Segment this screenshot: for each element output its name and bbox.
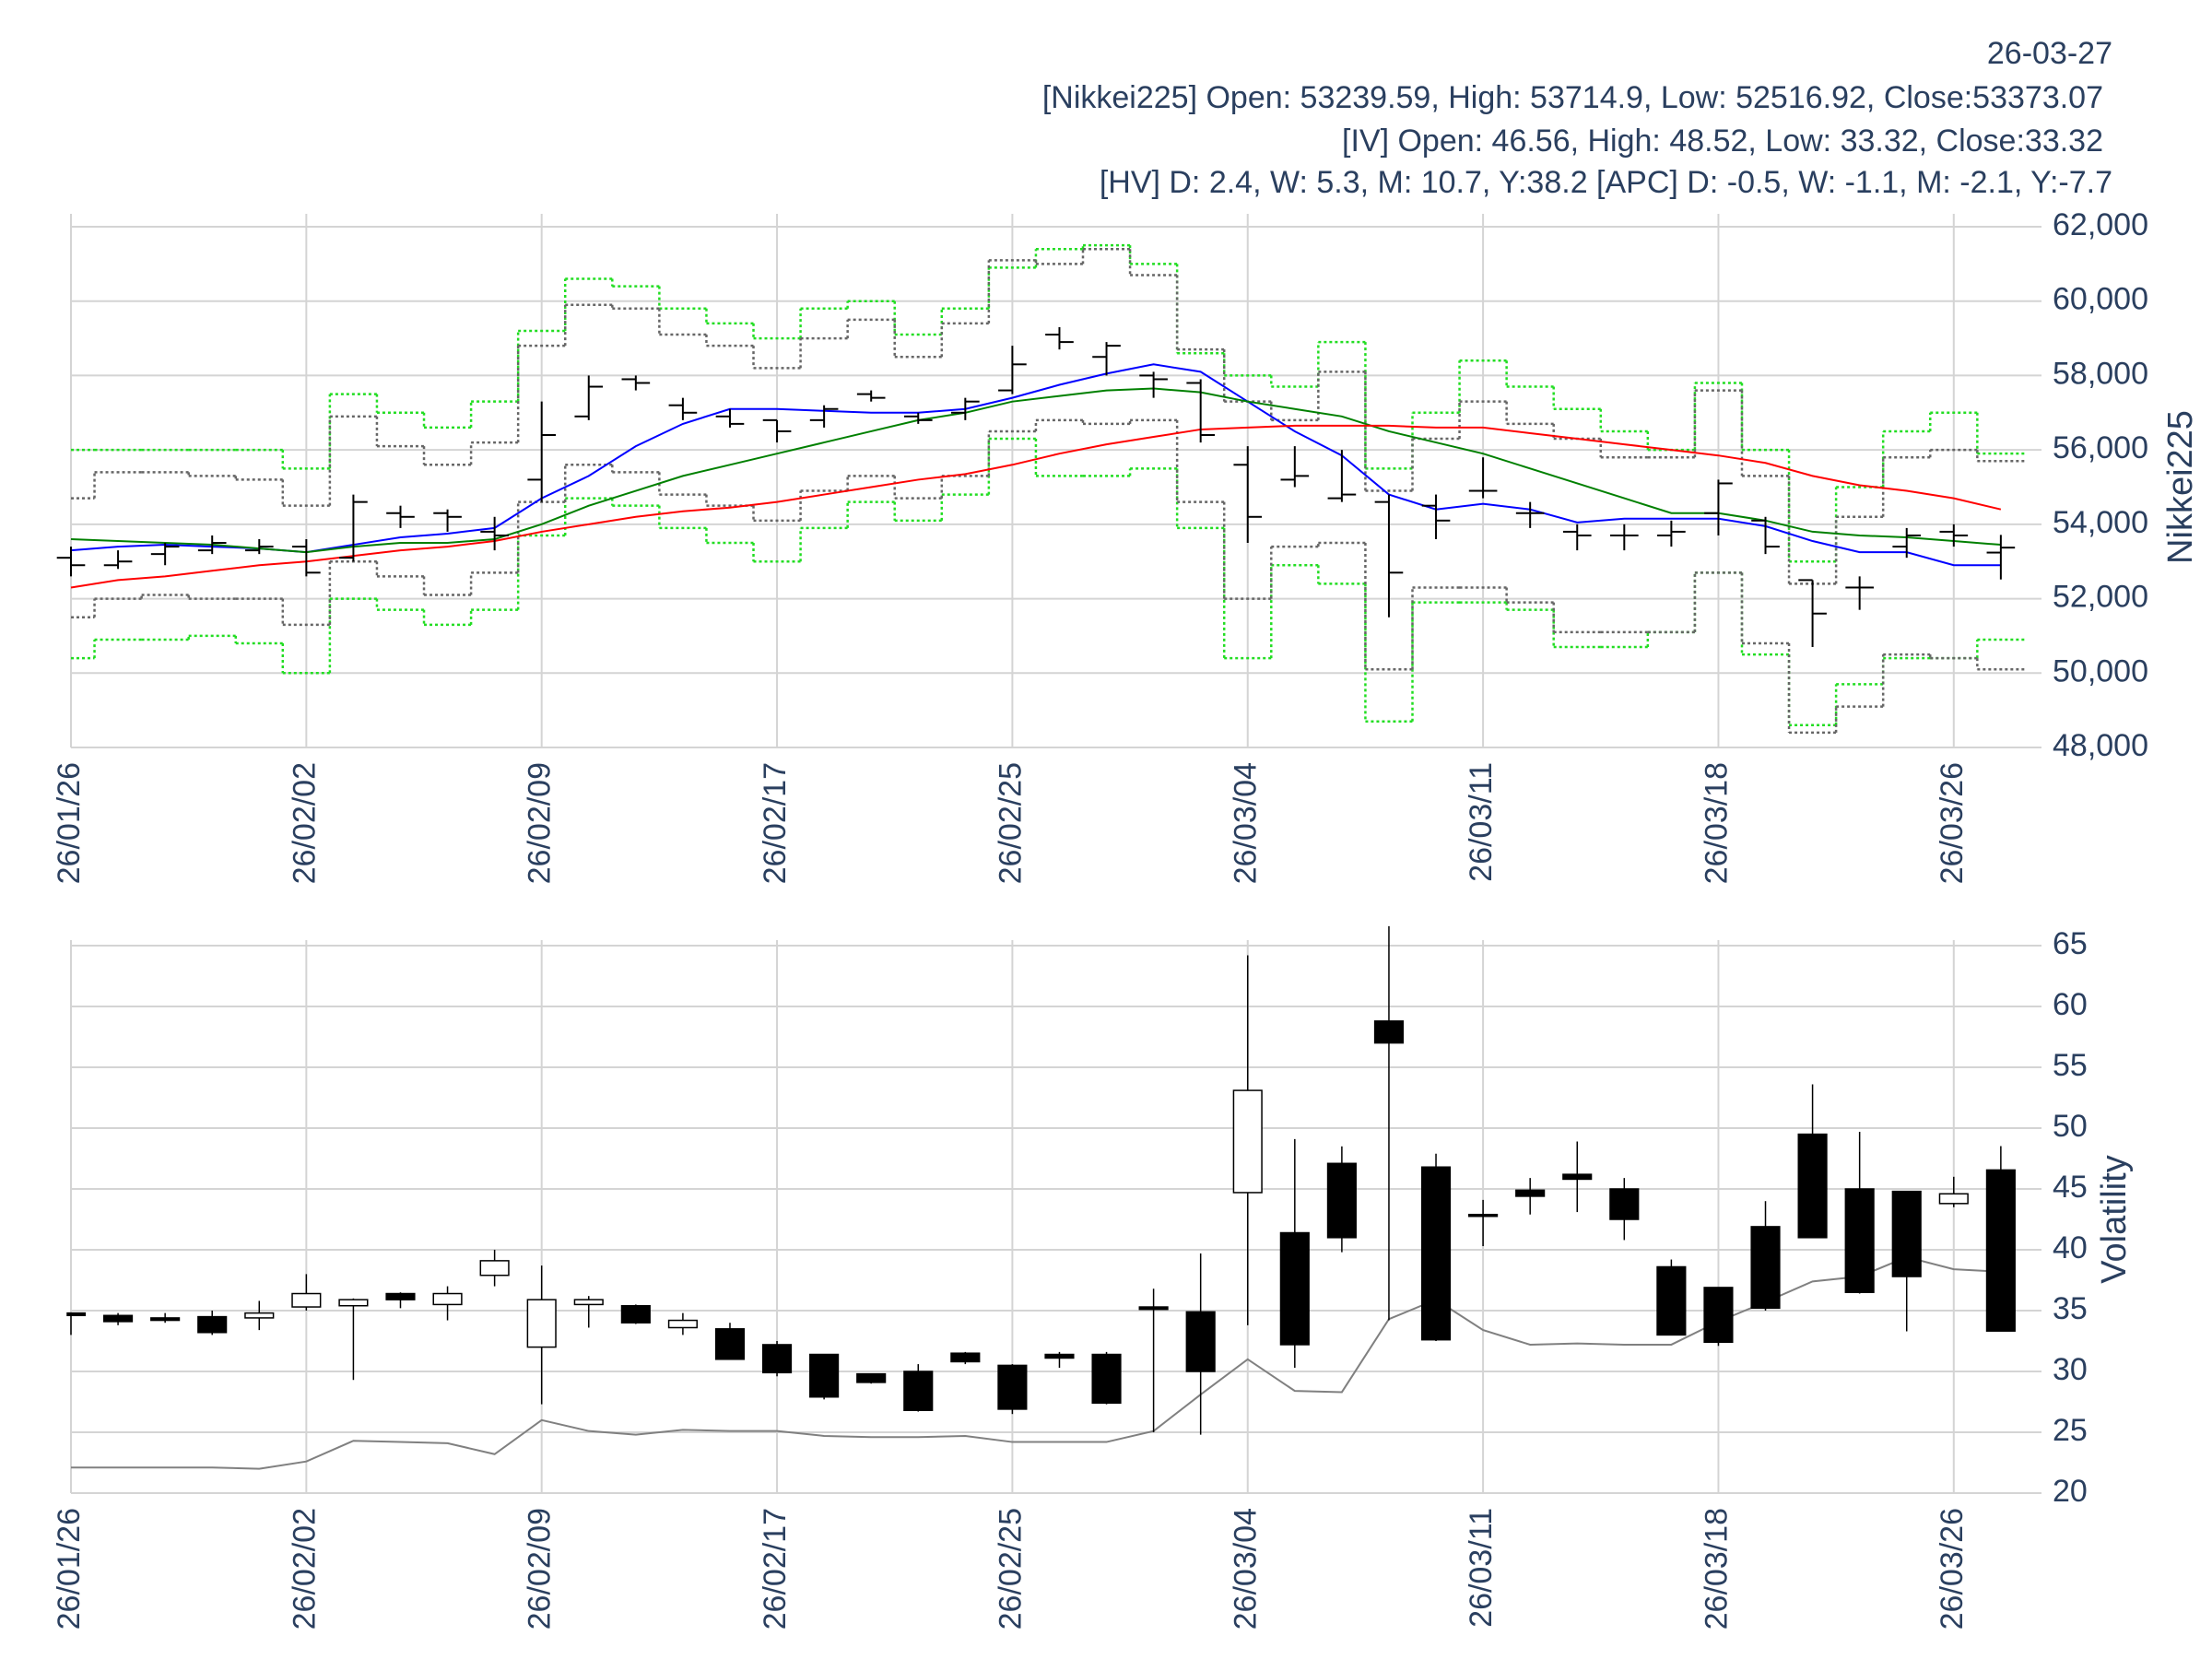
- candle-body: [903, 1371, 934, 1411]
- x-tick-label: 26/03/11: [1464, 762, 1499, 882]
- y-tick-label: 50,000: [2053, 653, 2148, 688]
- candle-body: [1562, 1173, 1593, 1181]
- y-tick-label: 45: [2053, 1170, 2088, 1205]
- y-tick-label: 60,000: [2053, 282, 2148, 317]
- candle-body: [997, 1364, 1028, 1410]
- candle-body: [1185, 1311, 1216, 1372]
- y-tick-label: 52,000: [2053, 580, 2148, 615]
- candle-body: [1656, 1265, 1687, 1336]
- x-tick-label: 26/02/02: [287, 1508, 322, 1630]
- candle-body: [1468, 1213, 1499, 1218]
- candle-body: [1797, 1133, 1828, 1239]
- candle-body: [950, 1352, 981, 1363]
- candle-body: [432, 1292, 463, 1306]
- candle-body: [1232, 1089, 1263, 1194]
- candle-body: [66, 1312, 87, 1317]
- x-tick-label: 26/03/26: [1935, 1508, 1970, 1630]
- x-tick-label: 26/03/18: [1699, 1508, 1734, 1630]
- y-tick-label: 54,000: [2053, 505, 2148, 540]
- candle-body: [244, 1312, 275, 1319]
- x-tick-label: 26/03/11: [1464, 1508, 1499, 1628]
- x-tick-label: 26/01/26: [52, 762, 87, 884]
- y-tick-label: 25: [2053, 1413, 2088, 1448]
- y-tick-label: 50: [2053, 1109, 2088, 1144]
- x-tick-label: 26/02/17: [758, 1508, 793, 1630]
- y-axis-label: Volatility: [2095, 1155, 2134, 1283]
- y-tick-label: 20: [2053, 1474, 2088, 1509]
- candle-body: [809, 1353, 840, 1398]
- x-tick-label: 26/02/25: [993, 1508, 1028, 1630]
- header-iv: [IV] Open: 46.56, High: 48.52, Low: 33.3…: [1342, 124, 2103, 159]
- candle-body: [1891, 1190, 1922, 1277]
- x-tick-label: 26/02/09: [523, 762, 558, 884]
- y-tick-label: 30: [2053, 1352, 2088, 1387]
- candle-body: [526, 1299, 557, 1348]
- x-tick-label: 26/03/18: [1699, 762, 1734, 884]
- candle-body: [291, 1292, 322, 1308]
- x-tick-label: 26/03/04: [1229, 1508, 1264, 1630]
- candle-body: [1138, 1306, 1169, 1311]
- x-tick-label: 26/02/09: [523, 1508, 558, 1630]
- header-date: 26-03-27: [1987, 36, 2112, 71]
- candle-body: [1420, 1166, 1452, 1341]
- moving-average: [70, 363, 2001, 567]
- y-axis-label: Nikkei225: [2161, 410, 2200, 564]
- y-tick-label: 62,000: [2053, 207, 2148, 242]
- x-tick-label: 26/02/02: [287, 762, 322, 884]
- candle-body: [620, 1304, 651, 1324]
- y-tick-label: 48,000: [2053, 728, 2148, 763]
- candle-body: [1326, 1162, 1357, 1239]
- candle-body: [1044, 1353, 1075, 1359]
- y-tick-label: 56,000: [2053, 430, 2148, 465]
- candle-body: [1091, 1353, 1122, 1405]
- candle-body: [1703, 1287, 1734, 1344]
- y-tick-label: 35: [2053, 1291, 2088, 1326]
- moving-average: [70, 424, 2002, 589]
- candle-body: [573, 1299, 604, 1306]
- candle-body: [1844, 1188, 1875, 1293]
- candle-body: [385, 1292, 416, 1300]
- y-tick-label: 40: [2053, 1230, 2088, 1265]
- y-tick-label: 60: [2053, 987, 2088, 1022]
- header-hv: [HV] D: 2.4, W: 5.3, M: 10.7, Y:38.2 [AP…: [1100, 165, 2112, 200]
- y-tick-label: 65: [2053, 926, 2088, 961]
- candle-body: [714, 1328, 746, 1360]
- y-tick-label: 55: [2053, 1048, 2088, 1083]
- x-tick-label: 26/02/25: [993, 762, 1028, 884]
- candle-body: [1609, 1188, 1640, 1220]
- candle-body: [761, 1344, 793, 1374]
- candle-body: [1279, 1231, 1310, 1346]
- x-tick-label: 26/02/17: [758, 762, 793, 884]
- candle-body: [856, 1372, 887, 1383]
- candle-body: [197, 1315, 228, 1334]
- candle-body: [1985, 1169, 2016, 1332]
- candle-body: [102, 1314, 134, 1323]
- candle-body: [1938, 1193, 1969, 1205]
- candle-body: [667, 1319, 698, 1329]
- candle-body: [1373, 1020, 1405, 1044]
- header-nikkei: [Nikkei225] Open: 53239.59, High: 53714.…: [1042, 80, 2103, 115]
- moving-average: [70, 387, 2001, 554]
- x-tick-label: 26/01/26: [52, 1508, 87, 1630]
- candle-body: [1515, 1189, 1546, 1197]
- candle-body: [1750, 1226, 1781, 1310]
- hv-line: [71, 1255, 2001, 1470]
- y-tick-label: 58,000: [2053, 356, 2148, 391]
- x-tick-label: 26/03/26: [1935, 762, 1970, 884]
- x-tick-label: 26/03/04: [1229, 762, 1264, 884]
- candle-body: [150, 1317, 181, 1322]
- candle-body: [479, 1260, 510, 1277]
- candle-body: [338, 1299, 369, 1307]
